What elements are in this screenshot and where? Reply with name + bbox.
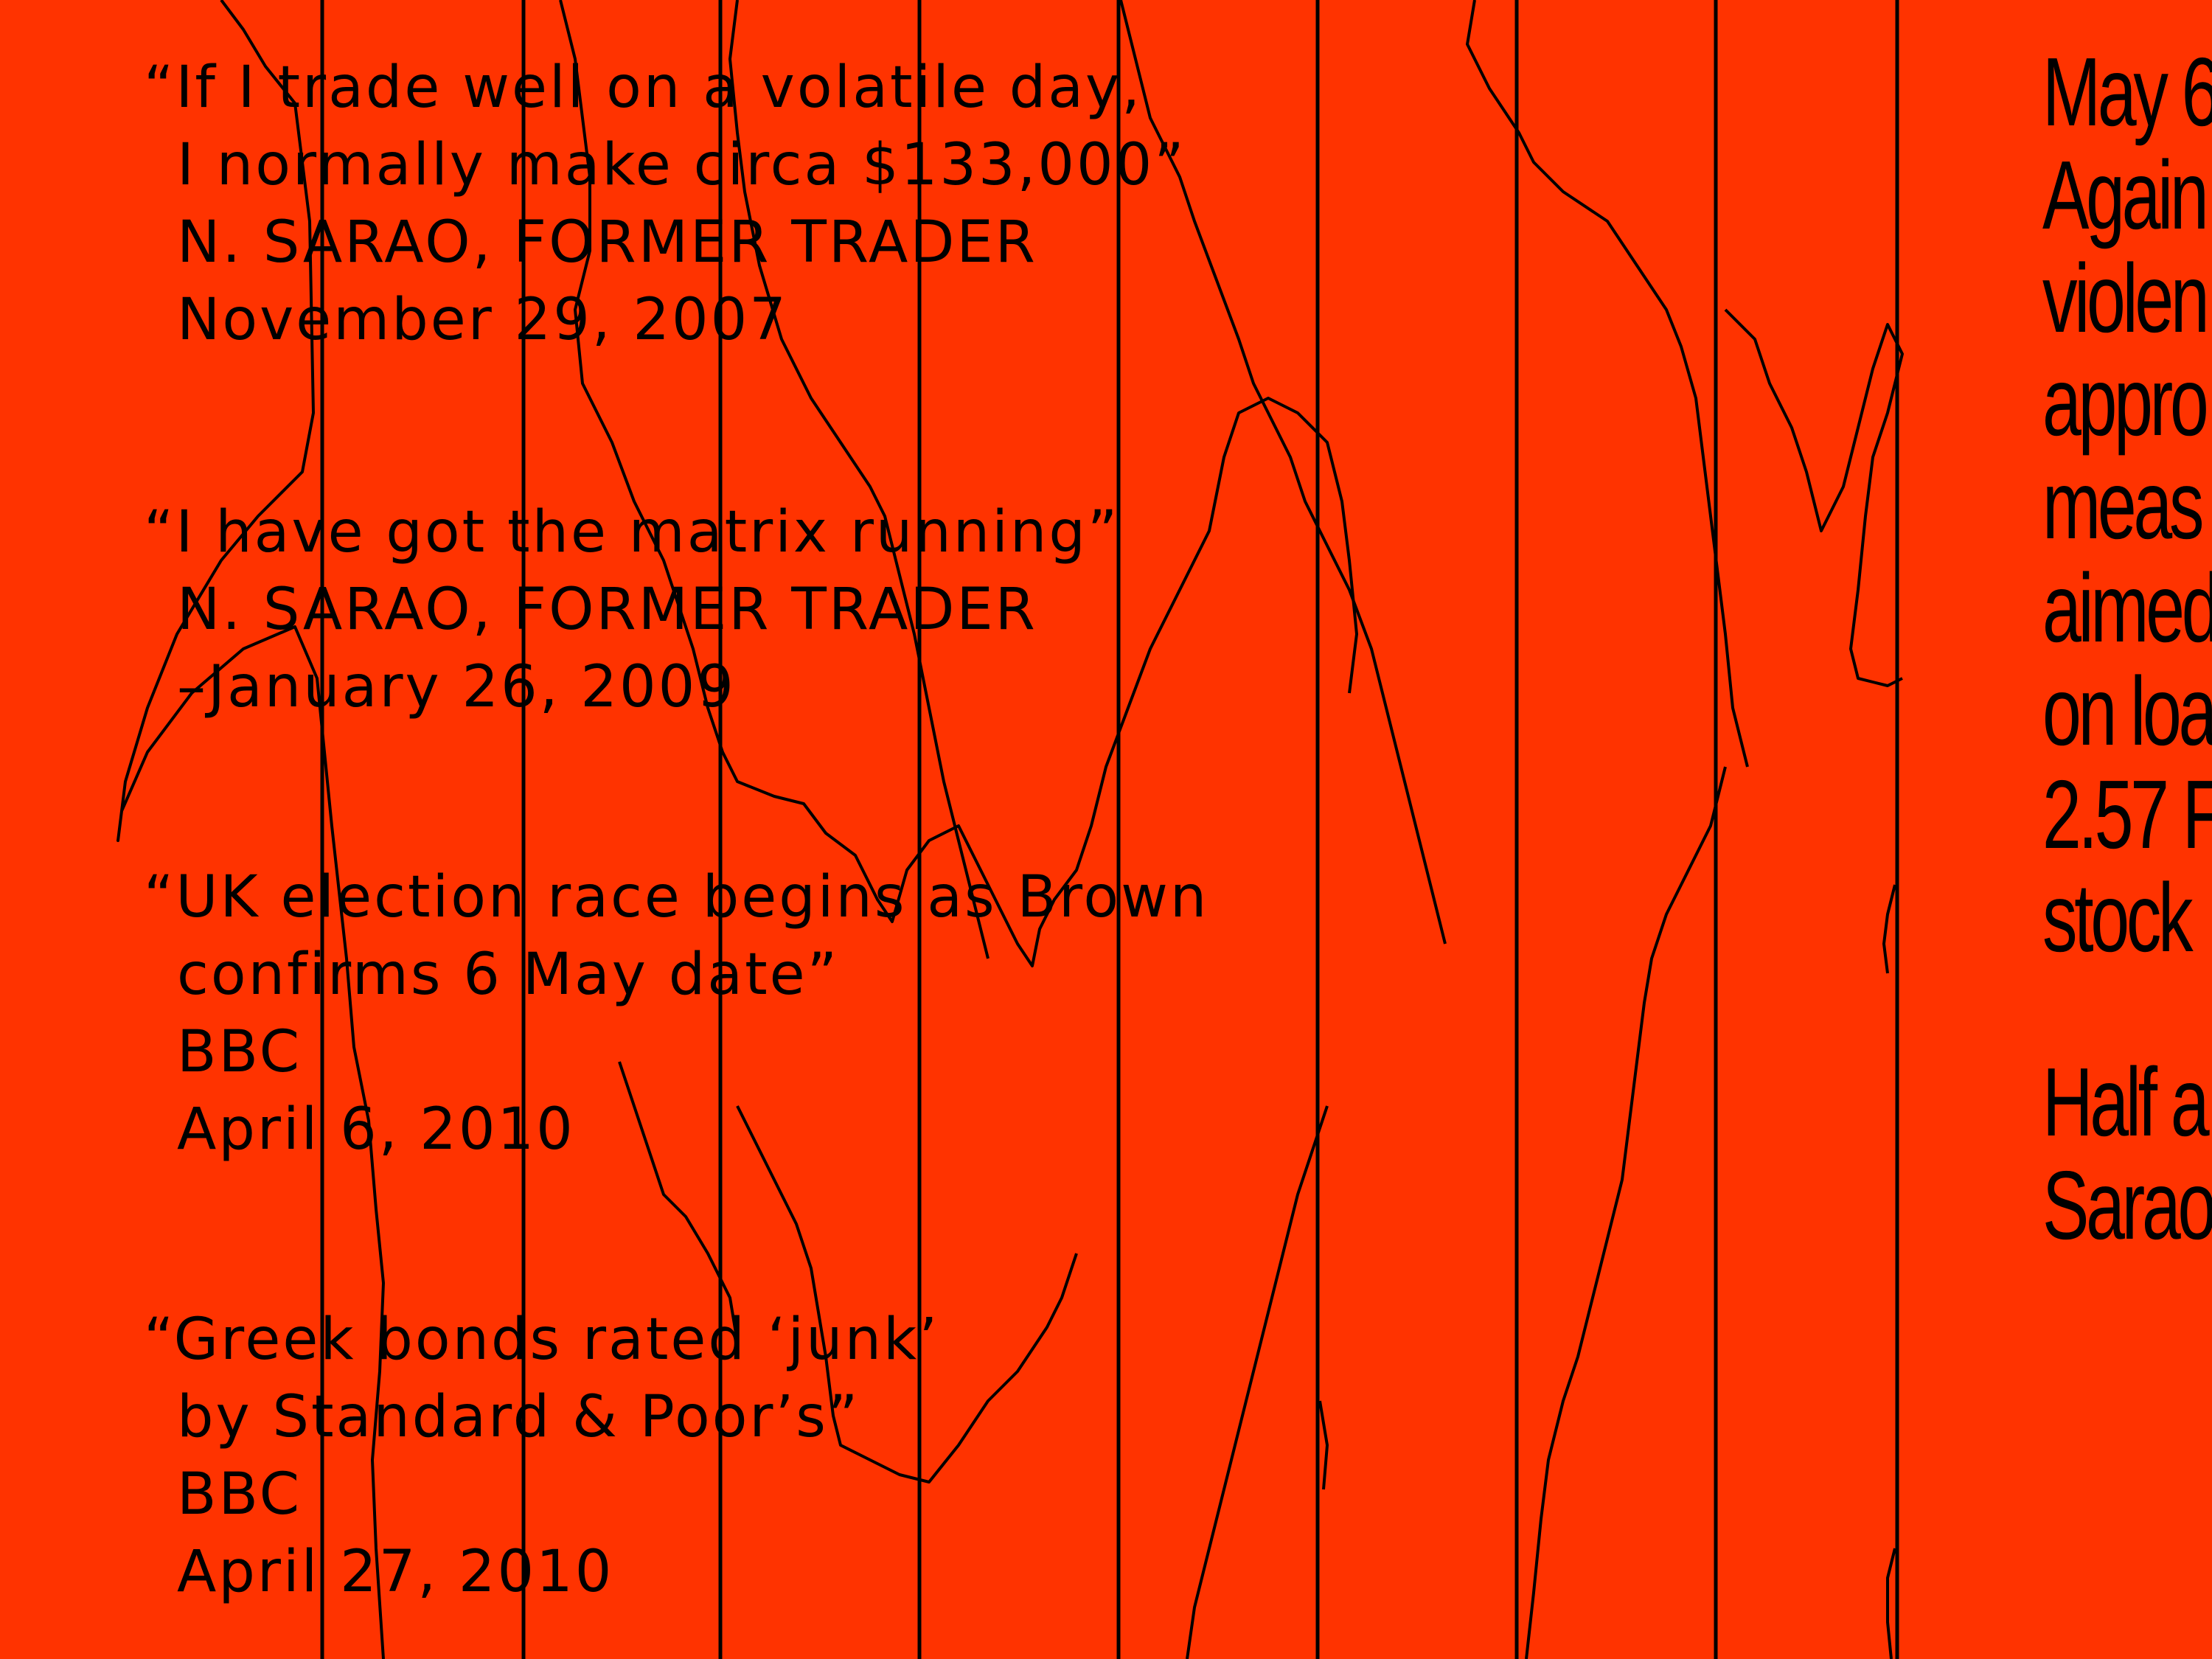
side-line: appro	[2042, 347, 2209, 456]
price-trace	[618, 1061, 739, 1343]
quotes-column: “If I trade well on a volatile day, I no…	[144, 49, 1208, 1611]
quote-attribution: N. SARAO, FORMER TRADER	[177, 209, 1037, 276]
quote-block: “Greek bonds rated ‘junk’ by Standard & …	[144, 1301, 939, 1611]
quote-text: “Greek bonds rated ‘junk’	[144, 1307, 940, 1373]
side-line: 2.57 F	[2042, 760, 2212, 869]
price-trace	[1466, 0, 1749, 768]
side-line: violen	[2042, 244, 2210, 352]
price-trace	[728, 0, 990, 959]
price-trace	[1318, 1400, 1329, 1490]
side-line: Sarao	[2042, 1151, 2212, 1257]
quote-date: April 27, 2010	[177, 1539, 614, 1605]
side-line: stock	[2042, 863, 2194, 972]
price-trace	[1119, 0, 1447, 945]
quote-text: by Standard & Poor’s”	[177, 1384, 860, 1450]
quote-block: “If I trade well on a volatile day, I no…	[144, 49, 1186, 359]
price-trace	[736, 1105, 1078, 1484]
side-line: meas	[2042, 451, 2204, 559]
price-trace	[1886, 1548, 1896, 1659]
quote-date: April 6, 2010	[177, 1096, 575, 1163]
side-column-text: May 6 Again violen appro meas aimed on l…	[2042, 41, 2212, 1257]
quote-text: “UK election race begins as Brown	[144, 864, 1209, 931]
quote-block: “UK election race begins as Brown confir…	[144, 859, 1208, 1169]
quote-text: “If I trade well on a volatile day,	[144, 55, 1142, 121]
quote-attribution: N. SARAO, FORMER TRADER	[177, 577, 1037, 643]
quote-text: “I have got the matrix running”	[144, 499, 1120, 566]
paragraph-gap	[2042, 970, 2212, 1051]
side-line: Half a	[2042, 1048, 2210, 1156]
price-trace	[116, 0, 385, 1659]
side-line: May 6	[2042, 41, 2212, 146]
price-trace	[1186, 1105, 1329, 1659]
quote-date: November 29, 2007	[177, 287, 788, 353]
quote-block: “I have got the matrix running” N. SARAO…	[144, 494, 1119, 726]
side-line: on loa	[2042, 657, 2212, 765]
price-trace	[559, 0, 1358, 967]
quote-date: –January 26, 2009	[177, 654, 736, 720]
quote-attribution: BBC	[177, 1461, 302, 1528]
price-trace	[1525, 766, 1727, 1659]
side-line: aimed	[2042, 554, 2212, 662]
quote-text: confirms 6 May date”	[177, 942, 840, 1008]
side-line: Again	[2042, 141, 2209, 249]
price-trace	[1724, 308, 1904, 687]
quote-attribution: BBC	[177, 1019, 302, 1085]
price-trace	[1882, 884, 1896, 974]
quote-text: I normally make circa $133,000”	[177, 132, 1186, 198]
